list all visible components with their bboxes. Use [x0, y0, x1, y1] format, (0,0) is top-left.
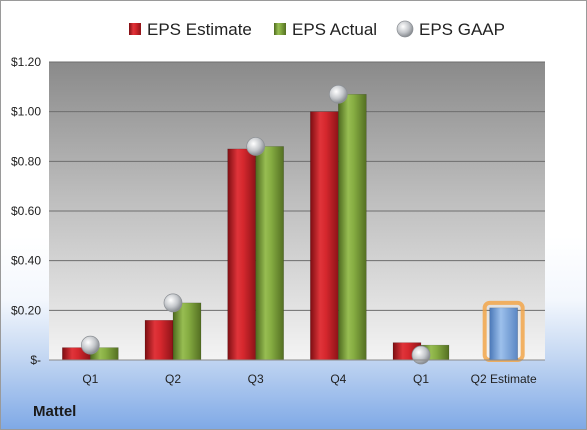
y-tick-label: $0.40	[11, 254, 41, 268]
eps-estimate-bar	[144, 320, 174, 361]
eps-estimate-legend-swatch	[129, 23, 141, 35]
legend-label: EPS Estimate	[147, 20, 252, 39]
eps-gaap-marker	[163, 293, 183, 313]
eps-actual-legend-swatch	[274, 23, 286, 35]
eps-gaap-marker	[80, 335, 100, 355]
x-tick-label: Q2 Estimate	[471, 372, 537, 386]
y-tick-label: $0.80	[11, 154, 41, 168]
eps-gaap-marker	[411, 345, 431, 365]
x-tick-label: Q2	[165, 372, 181, 386]
eps-actual-bar	[172, 302, 202, 361]
y-tick-label: $-	[30, 353, 41, 367]
x-tick-label: Q1	[413, 372, 429, 386]
eps-actual-bar	[338, 94, 367, 361]
eps-actual-bar	[255, 146, 284, 361]
y-tick-label: $1.20	[11, 55, 41, 69]
eps-gaap-marker	[328, 84, 348, 104]
x-tick-label: Q1	[82, 372, 98, 386]
eps-gaap-marker	[246, 137, 266, 156]
y-tick-label: $1.00	[11, 105, 41, 119]
eps-estimate-bar	[227, 148, 256, 361]
y-tick-label: $0.20	[11, 303, 41, 317]
x-tick-label: Q4	[330, 372, 346, 386]
eps-gaap-legend-marker	[396, 20, 414, 38]
company-label: Mattel	[33, 403, 77, 420]
x-tick-label: Q3	[248, 372, 264, 386]
eps-estimate-bar	[310, 111, 339, 361]
legend-label: EPS Actual	[292, 20, 377, 39]
legend-label: EPS GAAP	[419, 20, 505, 39]
eps-estimate-forecast-bar	[489, 307, 518, 361]
y-tick-label: $0.60	[11, 204, 41, 218]
